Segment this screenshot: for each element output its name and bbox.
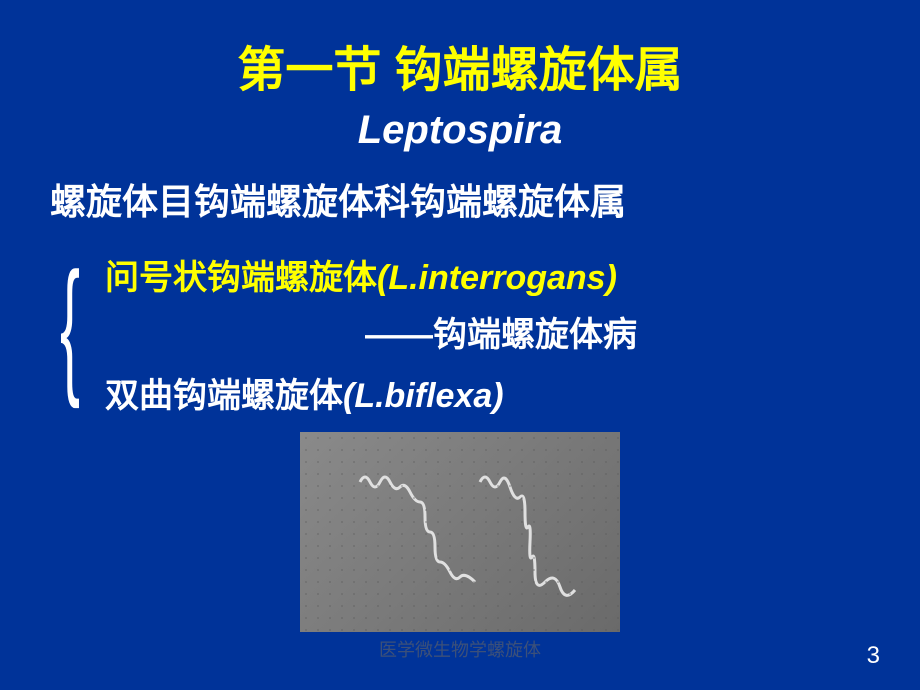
slide-container: 第一节 钩端螺旋体属 Leptospira 螺旋体目钩端螺旋体科钩端螺旋体属 {… bbox=[0, 0, 920, 690]
spirochete-1 bbox=[360, 477, 475, 582]
species1-chinese: 问号状钩端螺旋体 bbox=[105, 259, 377, 297]
species1-latin: (L.interrogans) bbox=[377, 259, 617, 297]
species2-latin: (L.biflexa) bbox=[343, 377, 504, 415]
disease-name: 钩端螺旋体病 bbox=[433, 316, 637, 354]
species-1: 问号状钩端螺旋体(L.interrogans) bbox=[105, 250, 880, 299]
spirochete-illustration bbox=[300, 432, 620, 632]
disease-text: ——钩端螺旋体病 bbox=[365, 307, 880, 356]
species-list: 问号状钩端螺旋体(L.interrogans) ——钩端螺旋体病 双曲钩端螺旋体… bbox=[105, 250, 880, 417]
watermark-text: 医学微生物学螺旋体 bbox=[379, 636, 541, 662]
slide-subtitle: Leptospira bbox=[40, 108, 880, 153]
taxonomy-text: 螺旋体目钩端螺旋体科钩端螺旋体属 bbox=[50, 173, 880, 225]
species-container: { 问号状钩端螺旋体(L.interrogans) ——钩端螺旋体病 双曲钩端螺… bbox=[60, 250, 880, 417]
page-number: 3 bbox=[867, 642, 880, 670]
microscope-image bbox=[300, 432, 620, 632]
disease-prefix: —— bbox=[365, 316, 433, 354]
species2-chinese: 双曲钩端螺旋体 bbox=[105, 377, 343, 415]
species-2: 双曲钩端螺旋体(L.biflexa) bbox=[105, 368, 880, 417]
spirochete-2 bbox=[480, 477, 575, 595]
slide-title: 第一节 钩端螺旋体属 bbox=[40, 30, 880, 100]
brace-icon: { bbox=[60, 250, 80, 400]
